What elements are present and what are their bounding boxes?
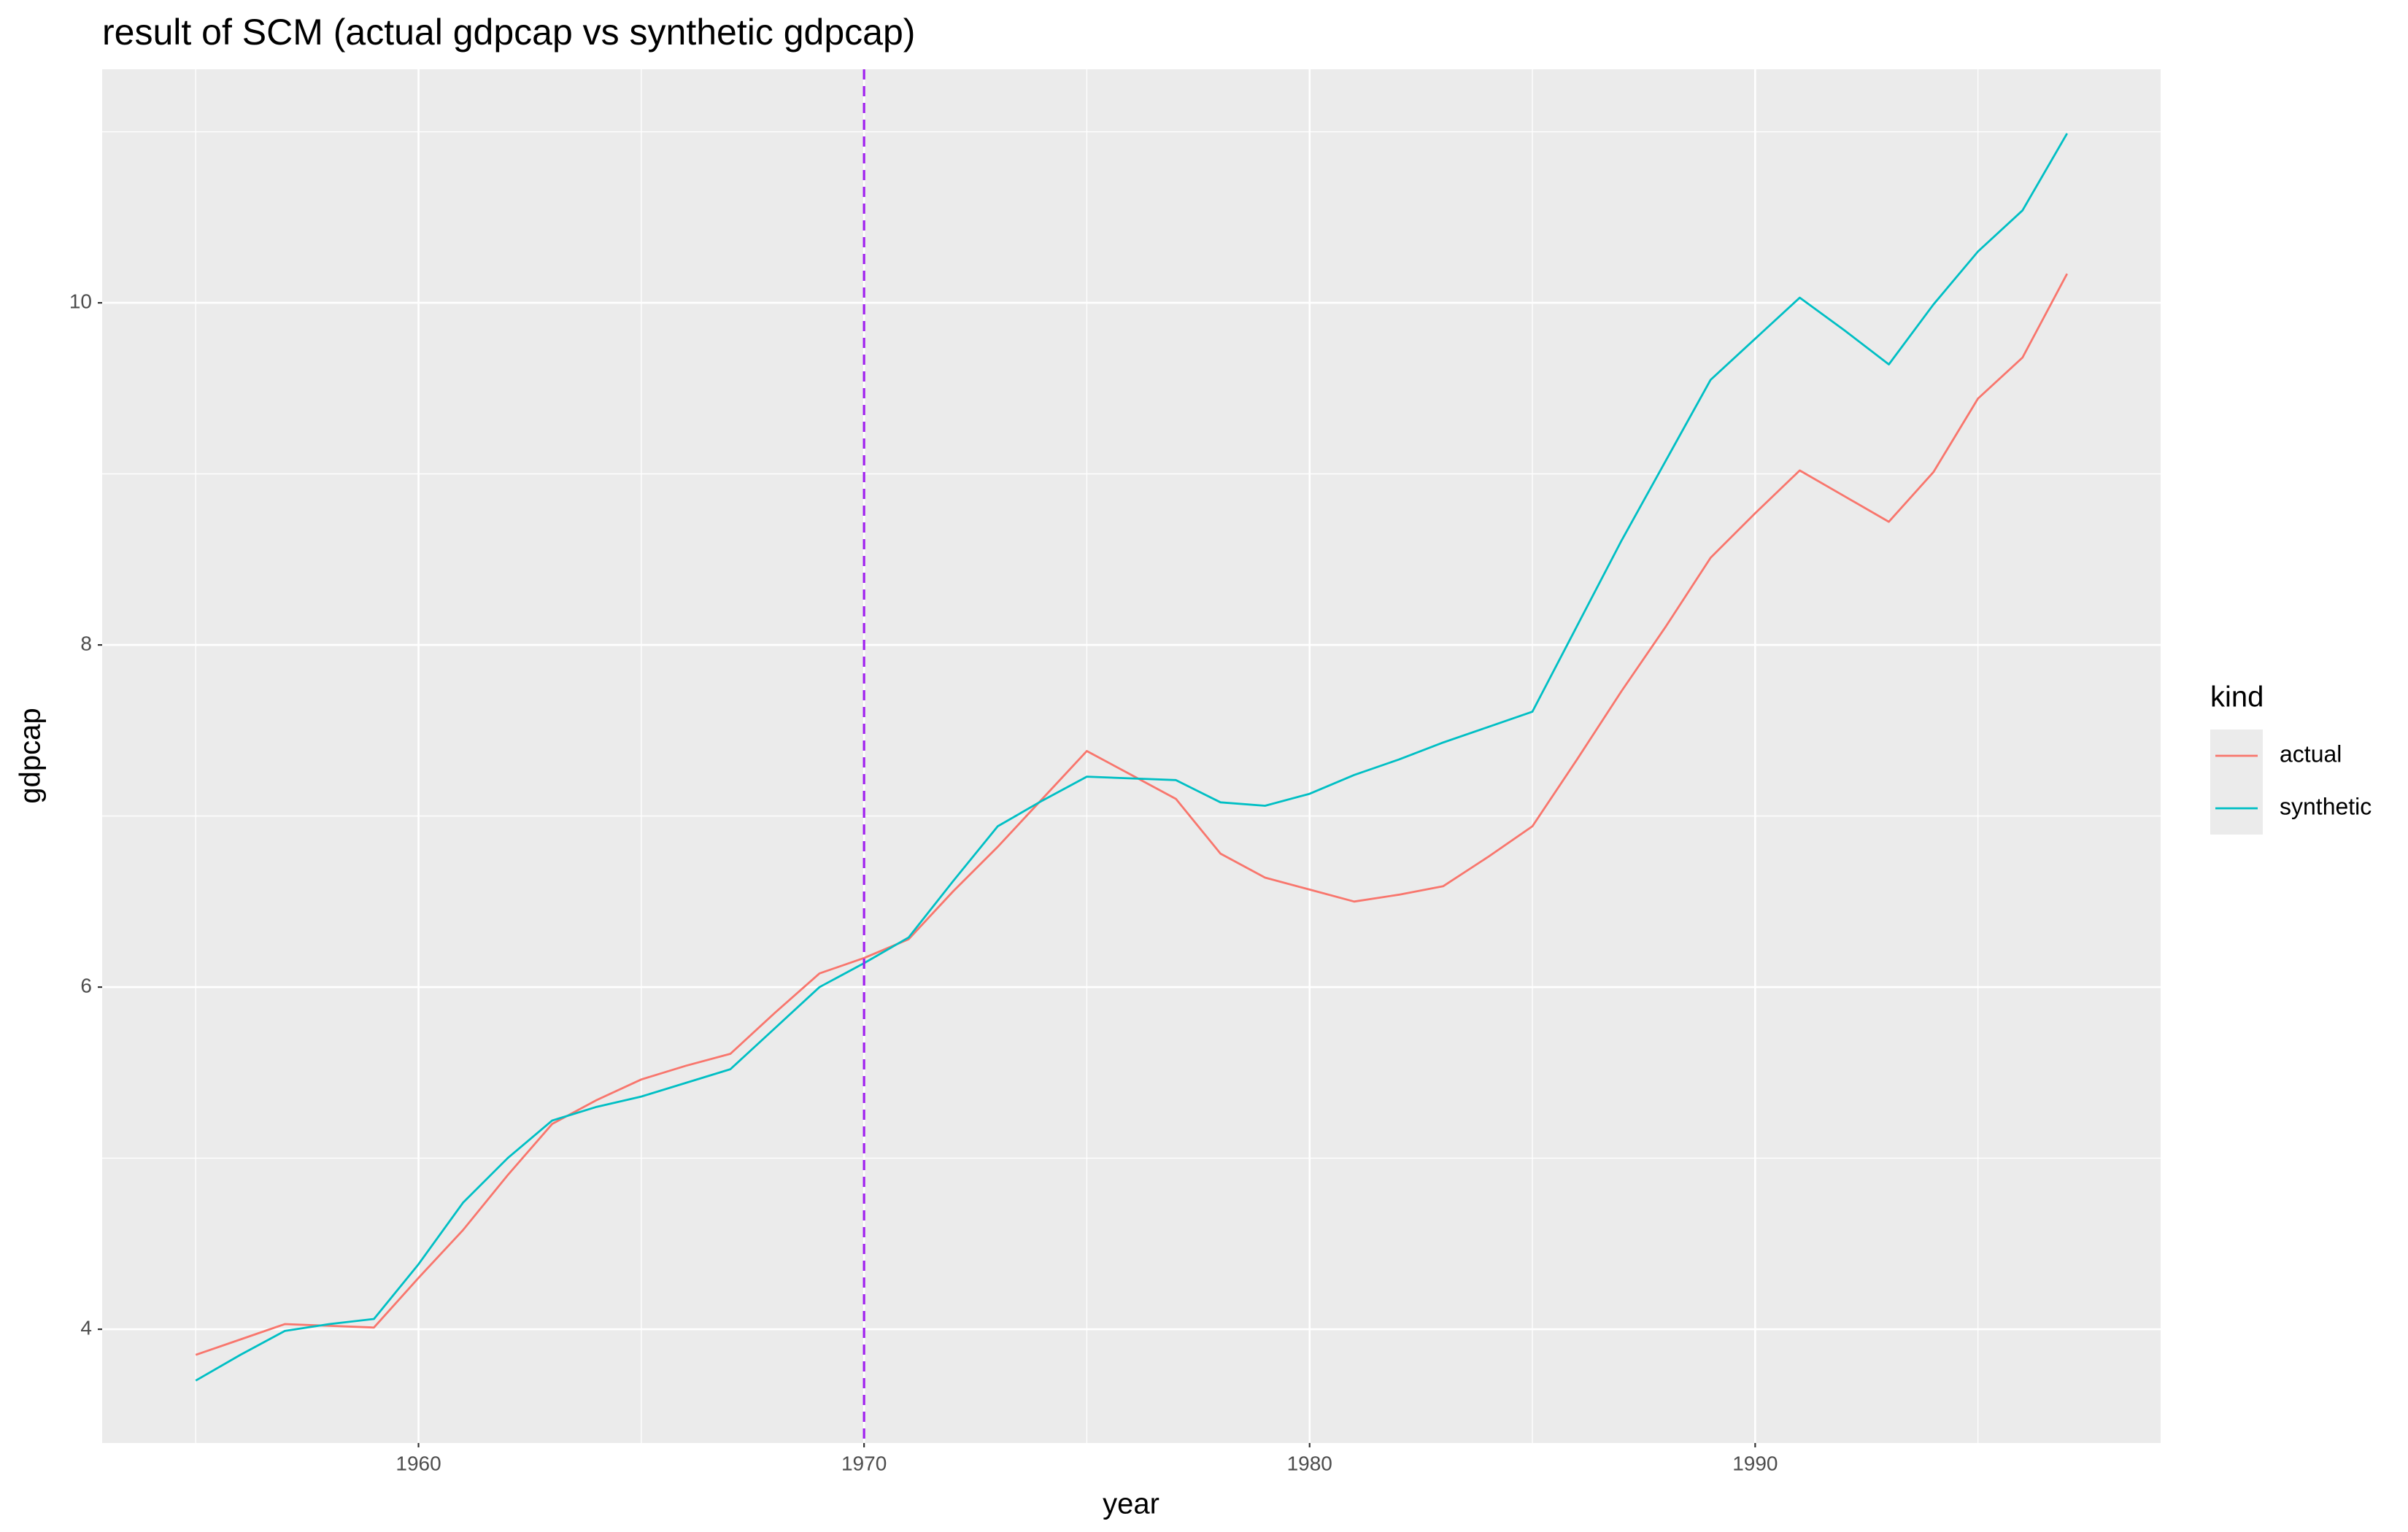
legend-label: actual [2280,740,2342,767]
y-tick-label: 4 [80,1316,92,1339]
x-tick-label: 1970 [841,1452,887,1474]
series-line [195,273,2069,1356]
x-tick-label: 1980 [1287,1452,1332,1474]
chart-title: result of SCM (actual gdpcap vs syntheti… [102,12,915,53]
legend-label: synthetic [2280,793,2372,819]
y-axis-title: gdpcap [15,708,47,803]
x-tick-label: 1960 [395,1452,441,1474]
y-tick-label: 8 [80,632,92,654]
legend-title: kind [2210,681,2264,713]
x-tick-label: 1990 [1732,1452,1778,1474]
panel [102,69,2161,1443]
y-tick-label: 6 [80,974,92,997]
x-axis-title: year [1103,1488,1159,1520]
series-line [195,133,2068,1382]
y-tick-label: 10 [69,290,92,312]
